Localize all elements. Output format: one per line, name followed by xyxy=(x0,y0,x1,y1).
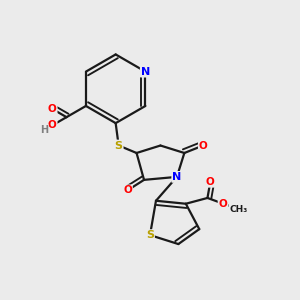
Text: N: N xyxy=(141,67,150,76)
Text: CH₃: CH₃ xyxy=(229,205,248,214)
Text: S: S xyxy=(146,230,154,240)
Text: H: H xyxy=(40,125,48,135)
Text: S: S xyxy=(115,140,123,151)
Text: O: O xyxy=(48,120,57,130)
Text: O: O xyxy=(123,185,132,195)
Text: O: O xyxy=(199,140,208,151)
Text: O: O xyxy=(206,177,215,187)
Text: O: O xyxy=(218,199,227,208)
Text: N: N xyxy=(172,172,182,182)
Text: O: O xyxy=(48,104,57,114)
